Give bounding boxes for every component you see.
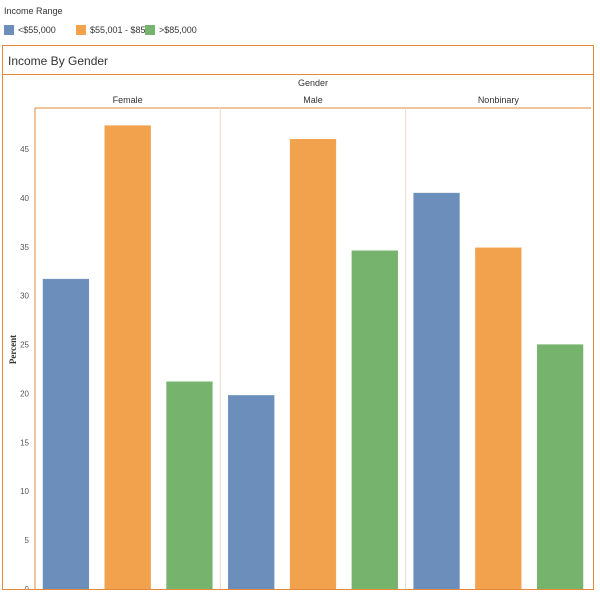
bar-chart: Gender Percent 0 5 10 15 20 25 30 35 40 45 Female Mal… xyxy=(8,78,591,589)
category-label: Male xyxy=(303,95,323,105)
legend-item-under-55k[interactable]: <$55,000 xyxy=(4,23,56,37)
legend-item-55k-85k[interactable]: $55,001 - $85,... xyxy=(76,23,156,37)
title-divider xyxy=(3,74,593,75)
y-tick-label: 40 xyxy=(20,194,29,203)
chart-title: Income By Gender xyxy=(8,54,109,68)
legend-swatch xyxy=(4,25,14,35)
category-label: Female xyxy=(113,95,143,105)
y-tick-label: 5 xyxy=(25,536,30,545)
category-label: Nonbinary xyxy=(478,95,520,105)
y-axis-title: Percent xyxy=(8,335,18,364)
legend-label: >$85,000 xyxy=(159,25,197,35)
legend-title: Income Range xyxy=(4,6,63,16)
legend-label: <$55,000 xyxy=(18,25,56,35)
y-tick-label: 10 xyxy=(20,487,29,496)
y-tick-label: 25 xyxy=(20,341,29,350)
bar xyxy=(166,381,213,589)
bar xyxy=(104,125,151,589)
y-tick-label: 15 xyxy=(20,438,29,447)
legend-swatch xyxy=(145,25,155,35)
y-tick-label: 20 xyxy=(20,389,29,398)
legend: Income Range <$55,000 $55,001 - $85,... … xyxy=(4,6,596,40)
legend-label: $55,001 - $85,... xyxy=(90,25,156,35)
column-header: Gender xyxy=(298,78,328,88)
bar xyxy=(289,139,337,589)
y-tick-label: 30 xyxy=(20,292,29,301)
bar xyxy=(228,395,275,589)
bar xyxy=(42,278,90,589)
y-tick-label: 0 xyxy=(25,585,30,589)
y-tick-label: 35 xyxy=(20,243,29,252)
bar xyxy=(351,250,398,589)
legend-item-over-85k[interactable]: >$85,000 xyxy=(145,23,197,37)
bar xyxy=(475,247,522,589)
bar xyxy=(413,192,460,589)
y-tick-label: 45 xyxy=(20,145,29,154)
chart-panel: Income By Gender Gender Percent 0 5 10 15 20 25… xyxy=(2,45,594,590)
legend-swatch xyxy=(76,25,86,35)
bar xyxy=(536,344,584,589)
